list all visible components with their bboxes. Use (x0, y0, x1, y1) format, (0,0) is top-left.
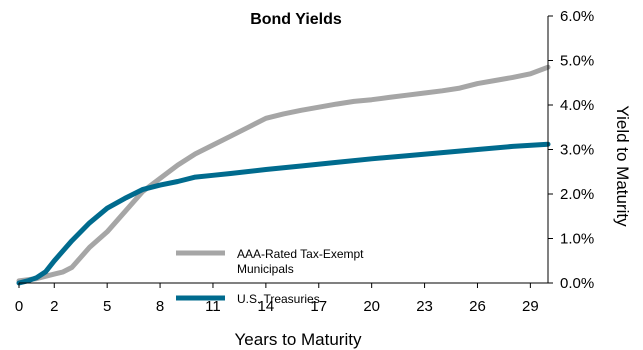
y-axis-label: Yield to Maturity (613, 105, 632, 227)
legend-label-treasuries: U.S. Treasuries (237, 292, 320, 306)
x-tick-label: 0 (15, 298, 23, 315)
y-tick-label: 0.0% (560, 275, 594, 292)
x-tick-label: 14 (258, 298, 275, 315)
legend: AAA-Rated Tax-Exempt Municipals U.S. Tre… (176, 247, 367, 306)
x-tick-label: 17 (310, 298, 327, 315)
y-tick-label: 3.0% (560, 142, 594, 159)
y-tick-label: 5.0% (560, 53, 594, 70)
y-tick-label: 6.0% (560, 8, 594, 25)
x-axis-label: Years to Maturity (235, 330, 362, 349)
legend-label-municipals: AAA-Rated Tax-Exempt Municipals (237, 247, 367, 276)
x-tick-label: 26 (469, 298, 486, 315)
x-tick-label: 11 (205, 298, 221, 315)
chart-title: Bond Yields (250, 11, 342, 28)
y-tick-label: 4.0% (560, 97, 594, 114)
x-tick-label: 23 (416, 298, 433, 315)
series-line-municipals (16, 64, 551, 284)
series-layer (16, 64, 551, 286)
y-tick-label: 2.0% (560, 186, 594, 203)
y-tick-label: 1.0% (560, 231, 594, 248)
series-line-treasuries (16, 141, 551, 286)
x-tick-label: 2 (50, 298, 58, 315)
x-tick-label: 29 (522, 298, 539, 315)
x-tick-label: 8 (156, 298, 164, 315)
x-tick-label: 5 (103, 298, 111, 315)
x-tick-label: 20 (363, 298, 380, 315)
ticks-layer: 0 2 5 8 11 14 17 20 23 26 29 0.0% 1.0% 2.0% 3.0% 4.0% 5.… (15, 8, 594, 315)
